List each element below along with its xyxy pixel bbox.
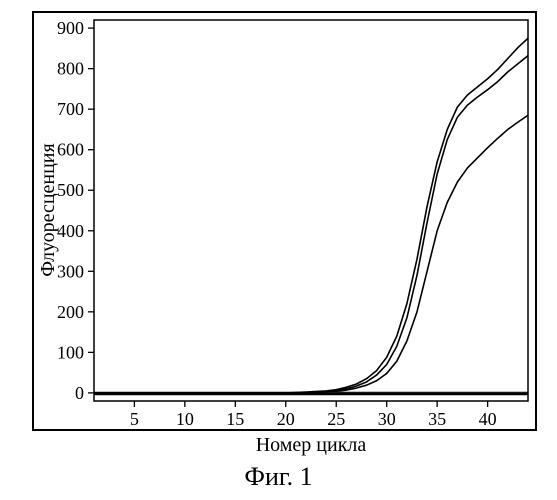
x-tick-label: 30 <box>378 409 396 429</box>
x-tick-label: 40 <box>479 409 497 429</box>
y-tick-label: 800 <box>57 59 84 79</box>
y-tick-label: 300 <box>57 261 84 281</box>
x-tick-label: 15 <box>226 409 244 429</box>
x-tick-label: 35 <box>428 409 446 429</box>
y-axis-label: Флуоресценция <box>37 143 59 276</box>
y-tick-label: 600 <box>57 140 84 160</box>
y-tick-label: 400 <box>57 221 84 241</box>
x-tick-label: 5 <box>130 409 139 429</box>
x-axis-label: Номер цикла <box>256 434 367 456</box>
y-tick-label: 0 <box>75 383 84 403</box>
figure-caption: Фиг. 1 <box>0 462 557 492</box>
y-tick-label: 700 <box>57 99 84 119</box>
y-tick-label: 100 <box>57 342 84 362</box>
plot-area <box>94 20 528 401</box>
y-tick-label: 900 <box>57 18 84 38</box>
x-tick-label: 20 <box>277 409 295 429</box>
amplification-chart: 0 100 200 300 400 500 600 700 800 900 5 10 15 20 25 30 3… <box>0 0 557 500</box>
x-tick-label: 25 <box>327 409 345 429</box>
y-tick-label: 200 <box>57 302 84 322</box>
y-tick-label: 500 <box>57 180 84 200</box>
x-tick-label: 10 <box>176 409 194 429</box>
